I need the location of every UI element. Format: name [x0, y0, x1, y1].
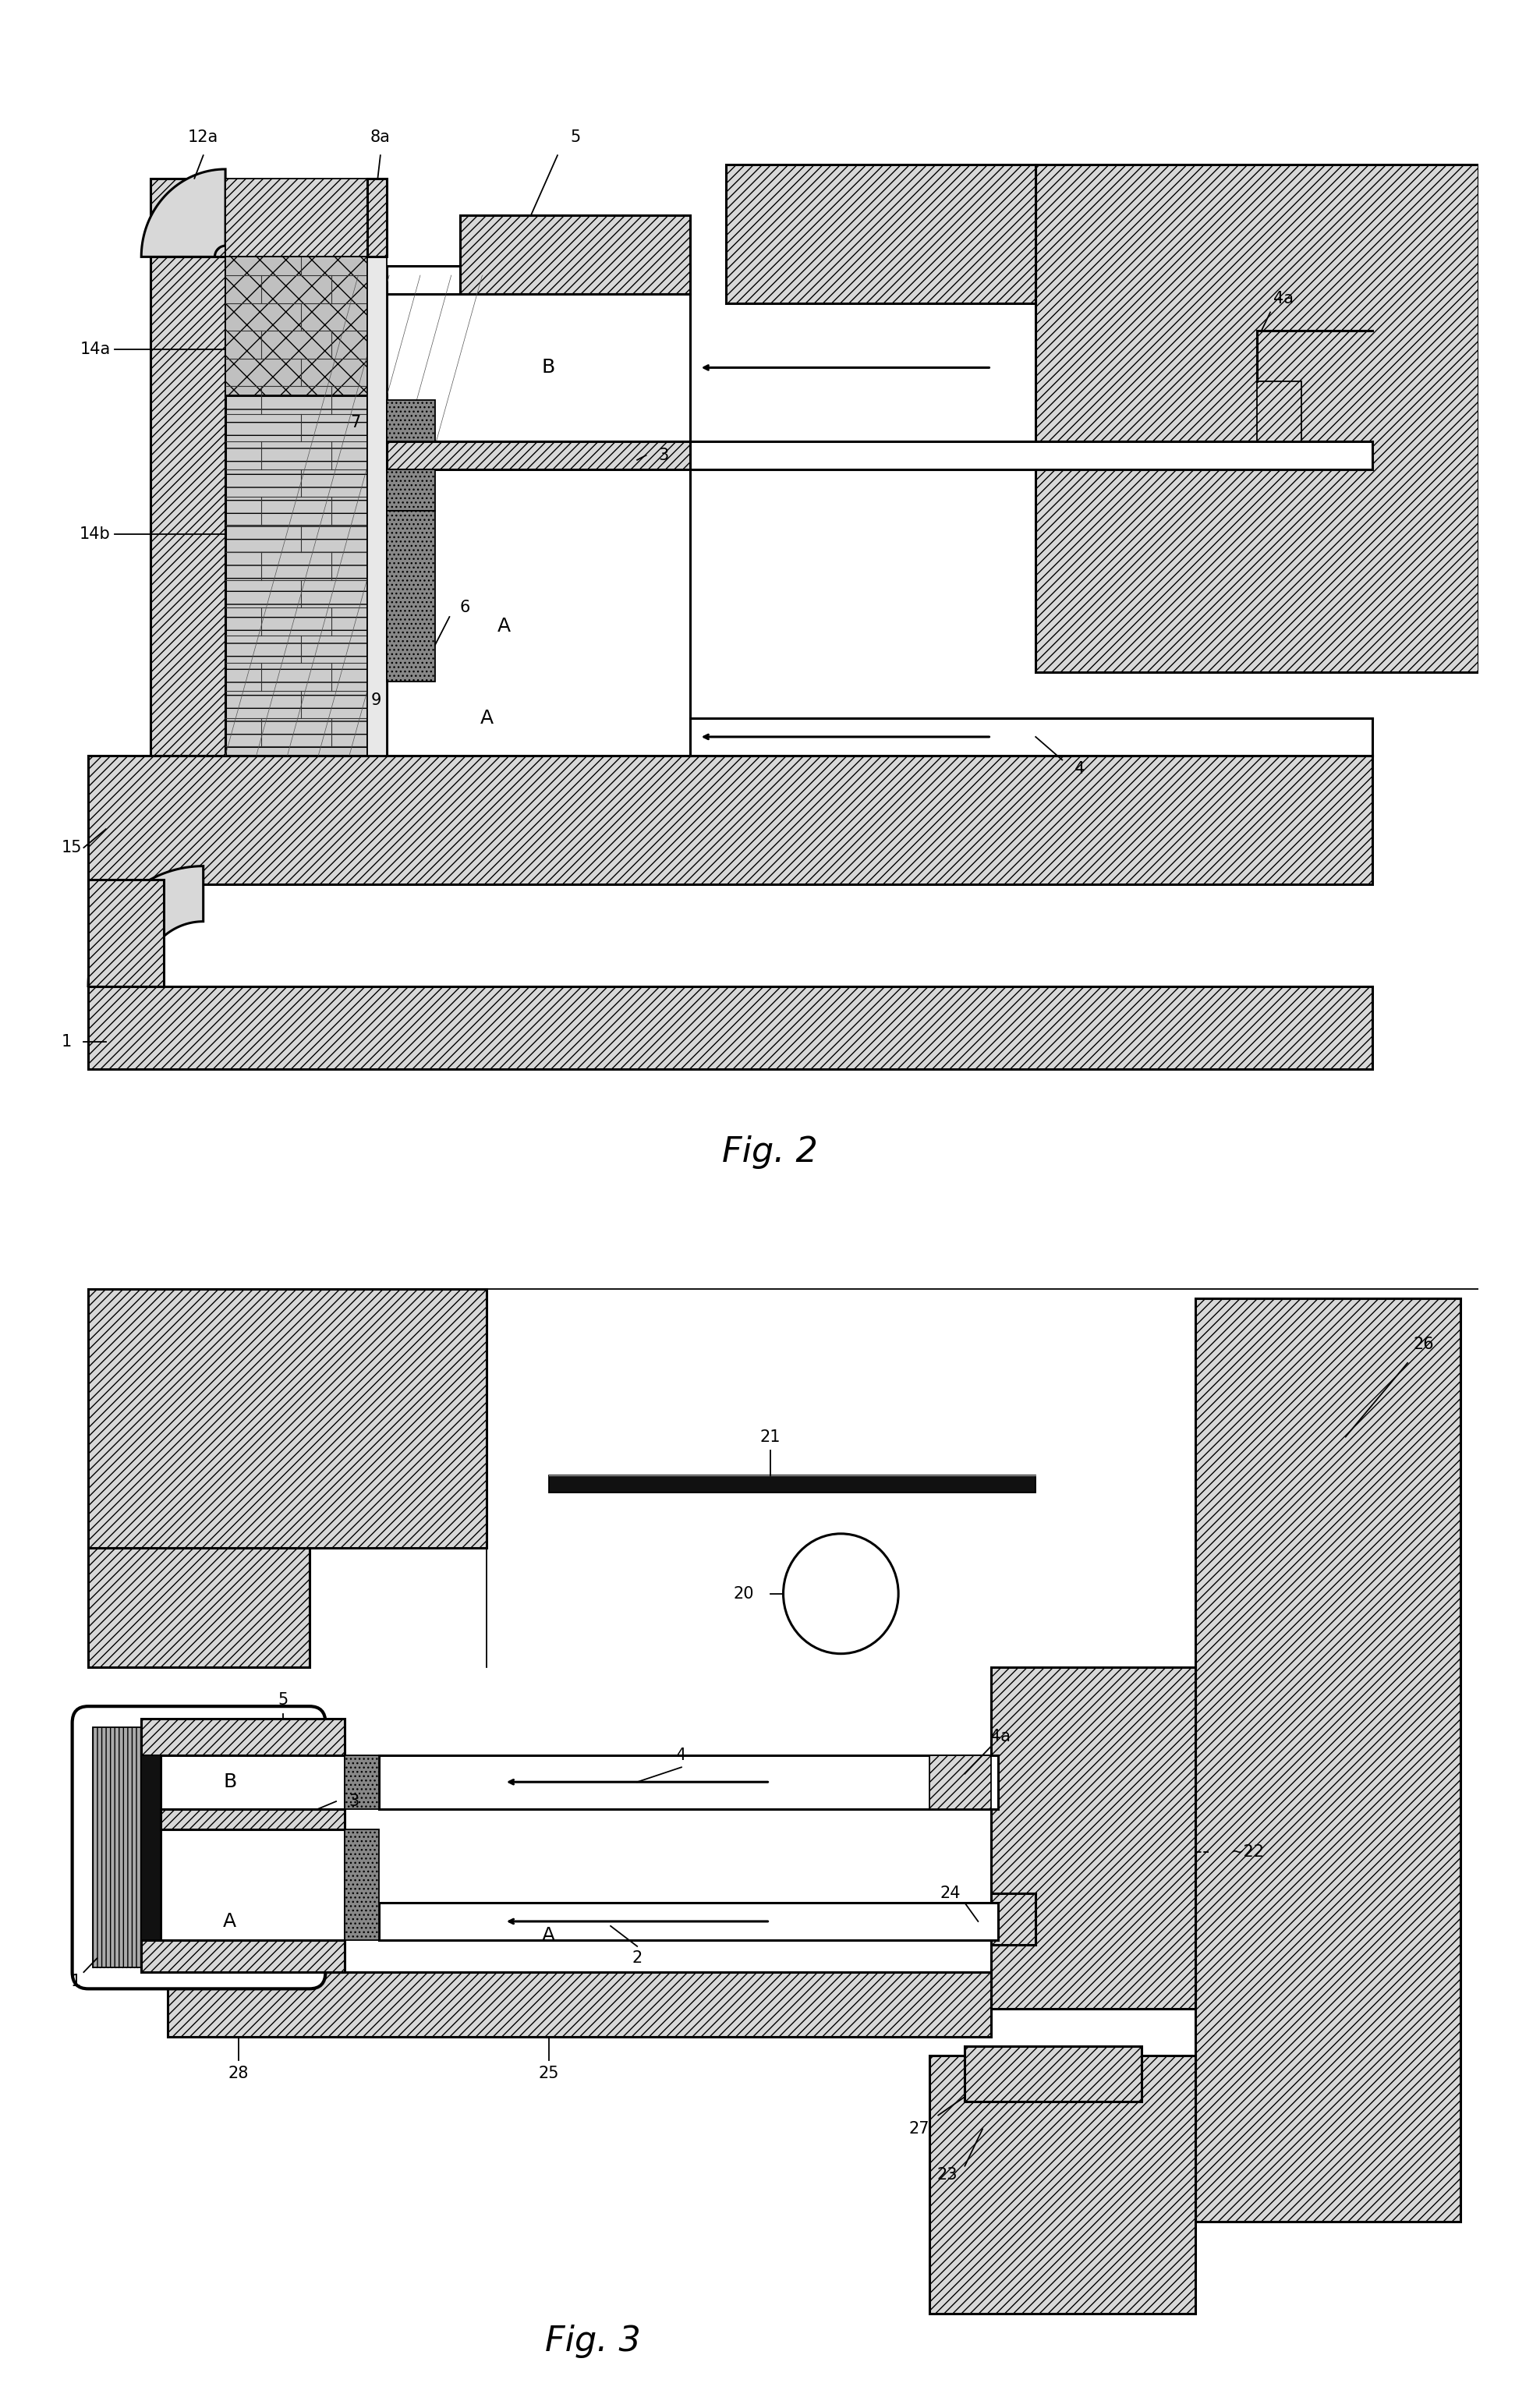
Bar — [142, 1719, 345, 1755]
Text: 5: 5 — [277, 1693, 288, 1707]
Text: 4: 4 — [1075, 761, 1086, 778]
Text: 28: 28 — [228, 2066, 249, 2081]
Bar — [387, 470, 436, 510]
Bar — [930, 2056, 1195, 2314]
Bar — [88, 1288, 487, 1548]
Bar — [225, 258, 367, 756]
Bar — [160, 1830, 345, 1941]
Bar — [151, 258, 225, 756]
Bar — [992, 1893, 1036, 1946]
Text: 8a: 8a — [370, 130, 391, 144]
Bar — [387, 400, 436, 441]
Text: 4a: 4a — [1274, 291, 1294, 306]
Text: A: A — [497, 616, 511, 636]
Polygon shape — [88, 867, 203, 987]
Text: 15: 15 — [62, 840, 82, 855]
Bar — [930, 1755, 992, 1808]
Text: 6: 6 — [459, 600, 470, 616]
Bar — [387, 267, 690, 756]
Bar — [992, 1666, 1195, 2008]
Bar — [1257, 380, 1301, 441]
Text: 1: 1 — [71, 1975, 80, 1989]
Text: 4a: 4a — [990, 1729, 1010, 1743]
Bar — [225, 258, 367, 395]
Text: 14b: 14b — [79, 525, 111, 542]
Text: 20: 20 — [733, 1587, 753, 1601]
Bar — [548, 1476, 1036, 1493]
Bar — [964, 2047, 1143, 2102]
Bar — [168, 1972, 992, 2037]
Bar — [88, 987, 1372, 1069]
Text: A: A — [480, 708, 493, 727]
Text: 4: 4 — [676, 1748, 687, 1763]
Text: ~22: ~22 — [1230, 1845, 1264, 1859]
Bar — [345, 1830, 379, 1941]
Bar — [379, 1902, 998, 1941]
Bar — [345, 1755, 379, 1808]
Text: 5: 5 — [570, 130, 581, 144]
Bar — [1036, 164, 1478, 672]
Bar — [387, 294, 690, 441]
Polygon shape — [142, 169, 225, 258]
Bar — [225, 178, 370, 258]
Text: A: A — [223, 1912, 237, 1931]
Bar — [379, 1755, 998, 1808]
Text: 12a: 12a — [188, 130, 219, 144]
Bar — [387, 441, 690, 470]
Text: A: A — [542, 1926, 556, 1946]
Bar — [1195, 1298, 1461, 2220]
Text: 14a: 14a — [80, 342, 111, 356]
Bar — [142, 1941, 345, 1972]
Bar — [460, 214, 690, 294]
Bar — [142, 1755, 160, 1941]
Bar — [367, 258, 387, 756]
Bar — [690, 441, 1372, 470]
Bar — [725, 164, 1036, 303]
Text: 26: 26 — [1414, 1336, 1434, 1353]
Bar — [92, 1727, 142, 1967]
Text: 3: 3 — [659, 448, 668, 462]
Text: B: B — [223, 1772, 237, 1792]
Text: 21: 21 — [759, 1428, 781, 1445]
Text: 9: 9 — [371, 691, 382, 708]
Bar — [387, 510, 436, 681]
Text: 27: 27 — [909, 2121, 930, 2136]
Text: Fig. 2: Fig. 2 — [722, 1137, 818, 1168]
Bar — [690, 718, 1372, 756]
Text: 25: 25 — [539, 2066, 559, 2081]
Bar — [367, 178, 387, 258]
Bar — [160, 1808, 345, 1830]
Text: Fig. 3: Fig. 3 — [545, 2324, 641, 2357]
Bar — [151, 178, 225, 258]
Bar — [88, 879, 163, 987]
Text: 24: 24 — [939, 1885, 961, 1902]
Text: 2: 2 — [631, 1950, 642, 1965]
Text: 1: 1 — [62, 1033, 72, 1050]
Text: 23: 23 — [936, 2167, 958, 2184]
FancyBboxPatch shape — [72, 1707, 325, 1989]
Bar — [160, 1755, 345, 1808]
Text: 7: 7 — [351, 414, 360, 431]
Bar — [88, 1548, 310, 1666]
Bar — [88, 756, 1372, 884]
Text: B: B — [542, 359, 556, 378]
Text: 3: 3 — [348, 1794, 359, 1808]
